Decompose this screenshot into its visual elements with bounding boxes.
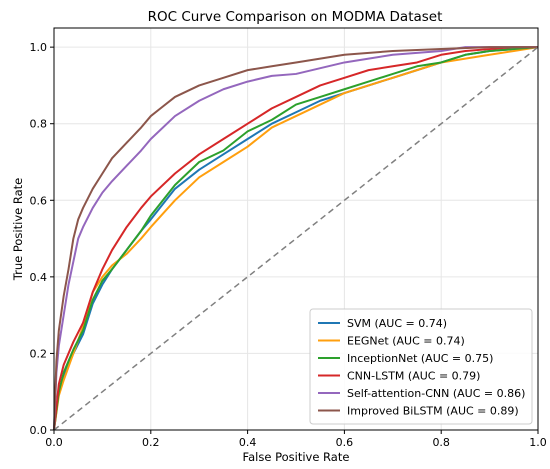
chance-reference-line bbox=[53, 46, 539, 431]
legend-entry-5: Improved BiLSTM (AUC = 0.89) bbox=[347, 405, 519, 418]
y-tick-label: 1.0 bbox=[30, 41, 48, 54]
legend: SVM (AUC = 0.74) EEGNet (AUC = 0.74) Incep… bbox=[309, 308, 533, 425]
x-tick-label: 0.2 bbox=[142, 436, 160, 449]
y-tick-label: 0.4 bbox=[30, 271, 48, 284]
x-tick-label: 1.0 bbox=[529, 436, 547, 449]
y-axis-label: True Positive Rate bbox=[11, 178, 25, 281]
series-group bbox=[53, 46, 539, 431]
plot-frame bbox=[53, 27, 539, 431]
legend-entry-4: Self-attention-CNN (AUC = 0.86) bbox=[347, 387, 525, 400]
legend-box bbox=[309, 308, 533, 425]
legend-entry-2: InceptionNet (AUC = 0.75) bbox=[347, 352, 493, 365]
y-tick-label: 0.2 bbox=[30, 347, 48, 360]
series-line-5 bbox=[53, 46, 538, 431]
chart-title: ROC Curve Comparison on MODMA Dataset bbox=[148, 9, 443, 25]
x-tick-label: 0.0 bbox=[45, 436, 63, 449]
y-axis-ticks: 0.0 0.2 0.4 0.6 0.8 1.0 bbox=[30, 41, 54, 437]
x-axis-label: False Positive Rate bbox=[243, 450, 350, 464]
series-line-3 bbox=[53, 46, 538, 431]
legend-entry-0: SVM (AUC = 0.74) bbox=[347, 317, 447, 330]
series-line-2 bbox=[53, 46, 539, 431]
series-line-4 bbox=[53, 46, 538, 431]
y-tick-label: 0.6 bbox=[30, 194, 48, 207]
x-axis-ticks: 0.0 0.2 0.4 0.6 0.8 1.0 bbox=[45, 430, 547, 449]
y-tick-label: 0.0 bbox=[30, 424, 48, 437]
x-tick-label: 0.4 bbox=[239, 436, 257, 449]
legend-entry-1: EEGNet (AUC = 0.74) bbox=[347, 335, 465, 348]
y-tick-label: 0.8 bbox=[30, 118, 48, 131]
x-tick-label: 0.8 bbox=[432, 436, 450, 449]
x-tick-label: 0.6 bbox=[336, 436, 354, 449]
legend-entry-3: CNN-LSTM (AUC = 0.79) bbox=[347, 370, 480, 383]
